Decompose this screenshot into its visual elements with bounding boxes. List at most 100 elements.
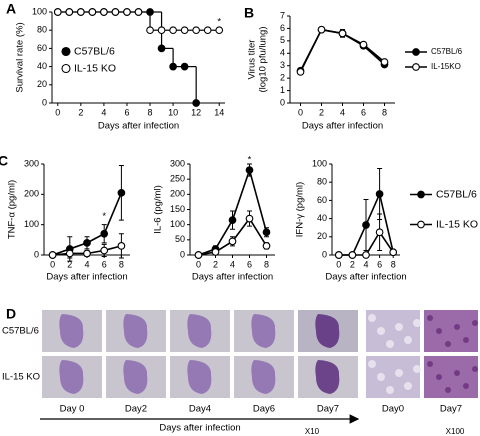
data-point: [317, 25, 326, 34]
lung-tissue: [187, 314, 212, 348]
y-tick-label: 40: [37, 61, 47, 71]
legend-marker: [412, 63, 420, 71]
histology-detail: [395, 323, 403, 331]
panel-label: B: [244, 5, 254, 21]
histology-detail: [472, 366, 478, 372]
x-tick-label: 8: [148, 107, 153, 117]
data-point: [380, 58, 389, 66]
data-point: [111, 8, 120, 16]
lung-tissue: [59, 314, 84, 348]
day-label: Day6: [253, 404, 275, 415]
x-tick-label: 2: [213, 259, 218, 269]
data-point: [169, 62, 177, 71]
lung-tissue: [251, 360, 276, 394]
y-tick-label: 300: [24, 158, 39, 168]
data-point: [169, 26, 177, 35]
data-point: [65, 8, 74, 16]
histology-image: [424, 310, 478, 352]
x-axis-label: Days after infection: [302, 121, 383, 132]
y-tick-label: 3: [280, 60, 285, 70]
data-point: [157, 44, 166, 53]
legend-label: IL-15 KO: [436, 218, 478, 230]
lung-tissue: [251, 314, 276, 348]
y-tick-label: 100: [170, 219, 185, 229]
x-tick-label: 8: [264, 259, 269, 269]
zoom-day-label: Day0: [382, 404, 404, 415]
data-point: [134, 8, 143, 16]
row-label: IL-15 KO: [2, 372, 40, 383]
data-point: [334, 251, 343, 259]
data-point: [117, 242, 126, 250]
x-tick-label: 6: [247, 259, 252, 269]
histology-detail: [404, 382, 412, 390]
significance-mark: *: [102, 211, 106, 222]
data-point: [375, 190, 384, 198]
row-label: C57BL/6: [2, 326, 39, 337]
y-tick-label: 20: [317, 231, 327, 241]
data-point: [338, 29, 347, 38]
histology-detail: [413, 365, 421, 373]
data-point: [117, 188, 126, 197]
data-point: [100, 246, 109, 255]
legend-marker: [412, 48, 420, 56]
x-tick-label: 6: [377, 259, 382, 269]
y-tick-label: 100: [24, 219, 39, 229]
histology-detail: [436, 328, 442, 334]
x-axis-label: Days after infection: [325, 272, 406, 283]
x-tick-label: 2: [67, 259, 72, 269]
y-tick-label: 100: [32, 6, 47, 16]
data-point: [389, 248, 398, 257]
data-point: [53, 8, 62, 16]
x-tick-label: 4: [363, 259, 368, 269]
data-point: [76, 8, 85, 16]
data-point: [375, 228, 384, 237]
histology-detail: [377, 373, 385, 381]
lung-tissue: [123, 314, 148, 348]
lung-tissue: [315, 360, 340, 394]
histology-detail: [445, 341, 451, 347]
x-axis-label: Days after infection: [192, 272, 273, 283]
data-point: [194, 251, 203, 259]
histology-image: [424, 356, 478, 398]
day-label: Day 0: [60, 404, 85, 415]
y-tick-label: 200: [170, 189, 185, 199]
data-point: [348, 251, 357, 259]
y-tick-label: 300: [170, 158, 185, 168]
y-tick-label: 1: [280, 85, 285, 95]
data-point: [192, 99, 201, 107]
histology-detail: [436, 374, 442, 380]
x-tick-label: 4: [340, 107, 345, 117]
histology-detail: [368, 314, 376, 322]
legend-marker: [417, 190, 425, 199]
data-point: [83, 239, 91, 247]
data-point: [362, 251, 370, 259]
x-tick-label: 6: [102, 259, 107, 269]
x-tick-label: 4: [84, 259, 89, 269]
x-tick-label: 0: [196, 259, 201, 269]
data-point: [192, 26, 201, 35]
lung-tissue: [59, 360, 84, 394]
histology-detail: [454, 324, 460, 330]
histology-detail: [404, 336, 412, 344]
data-point: [203, 26, 212, 35]
x-tick-label: 0: [55, 107, 60, 117]
magnification: X10: [305, 427, 320, 436]
data-point: [100, 229, 109, 238]
data-point: [123, 8, 131, 16]
zoom-magnification: X100: [446, 427, 465, 436]
y-tick-label: 0: [42, 97, 47, 107]
histology-detail: [427, 315, 433, 321]
x-tick-label: 6: [124, 107, 129, 117]
y-tick-label: 5: [280, 35, 285, 45]
lung-tissue: [123, 360, 148, 394]
y-tick-label: 0: [34, 249, 39, 259]
histology-detail: [395, 369, 403, 377]
y-tick-label: 4: [280, 48, 285, 58]
panel-label: D: [6, 306, 16, 322]
significance-mark: *: [217, 17, 221, 28]
data-point: [228, 216, 237, 224]
x-tick-label: 10: [168, 107, 178, 117]
y-tick-label: 20: [37, 79, 47, 89]
data-point: [228, 237, 237, 246]
